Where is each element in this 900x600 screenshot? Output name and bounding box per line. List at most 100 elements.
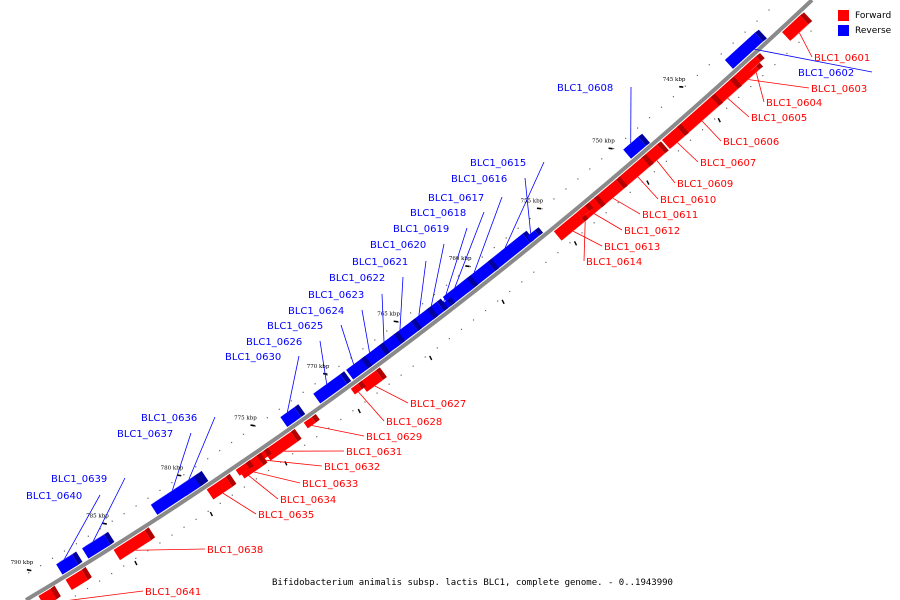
gene-label: BLC1_0617 bbox=[428, 193, 484, 204]
minor-tick bbox=[159, 542, 161, 544]
gene-label: BLC1_0631 bbox=[346, 447, 402, 458]
gene-arrow bbox=[313, 371, 352, 404]
leader-line bbox=[381, 293, 385, 342]
leader-line bbox=[637, 176, 659, 200]
minor-tick bbox=[266, 417, 268, 419]
minor-tick bbox=[768, 9, 770, 11]
leader-line bbox=[504, 161, 545, 248]
gene-arrow bbox=[744, 53, 765, 73]
leader-line bbox=[418, 260, 427, 316]
minor-tick bbox=[242, 433, 245, 435]
gene-arrow bbox=[113, 527, 156, 561]
minor-tick bbox=[135, 505, 137, 507]
gene-label: BLC1_0608 bbox=[557, 83, 613, 94]
genome-backbone bbox=[24, 0, 814, 600]
minor-tick bbox=[231, 494, 233, 496]
gene-label: BLC1_0634 bbox=[280, 495, 336, 506]
minor-tick bbox=[111, 572, 113, 575]
minor-tick bbox=[448, 338, 451, 340]
gene-arrow bbox=[676, 93, 723, 136]
minor-tick bbox=[230, 441, 233, 444]
gene-arrow bbox=[576, 202, 594, 218]
leader-line bbox=[63, 494, 101, 560]
gene-label: BLC1_0601 bbox=[814, 53, 870, 64]
major-tick: 750 kbp bbox=[592, 138, 650, 185]
minor-tick bbox=[86, 587, 89, 590]
minor-tick bbox=[400, 374, 402, 376]
leader-line bbox=[340, 324, 354, 365]
minor-tick bbox=[701, 129, 704, 131]
leader-line bbox=[361, 309, 370, 353]
leader-line bbox=[798, 32, 813, 58]
tick-label: 765 kbp bbox=[377, 312, 400, 318]
minor-tick bbox=[786, 52, 788, 55]
tick-label: 755 kbp bbox=[520, 198, 543, 204]
minor-tick bbox=[424, 356, 426, 358]
leader-line bbox=[244, 472, 279, 500]
legend-forward: Forward bbox=[838, 8, 891, 23]
leader-line bbox=[748, 79, 810, 89]
gene-label: BLC1_0630 bbox=[225, 352, 281, 363]
tick-label: 790 kbp bbox=[11, 560, 34, 566]
minor-tick bbox=[589, 168, 591, 170]
minor-tick bbox=[51, 557, 54, 559]
gene-label: BLC1_0605 bbox=[751, 113, 807, 124]
minor-tick bbox=[581, 232, 583, 234]
minor-tick bbox=[195, 466, 197, 468]
gene-label: BLC1_0628 bbox=[386, 417, 442, 428]
minor-tick bbox=[684, 85, 686, 87]
minor-tick bbox=[183, 474, 185, 476]
minor-tick bbox=[617, 201, 619, 204]
minor-tick bbox=[750, 85, 752, 88]
minor-tick bbox=[517, 227, 519, 229]
tick-label: 780 kbp bbox=[161, 465, 184, 471]
minor-tick bbox=[123, 565, 125, 567]
minor-tick bbox=[338, 365, 340, 368]
minor-tick bbox=[460, 328, 463, 330]
gene-label: BLC1_0614 bbox=[586, 257, 642, 268]
minor-tick bbox=[762, 74, 764, 77]
minor-tick bbox=[653, 171, 655, 173]
minor-tick bbox=[714, 118, 716, 120]
minor-tick bbox=[457, 275, 460, 277]
leader-line bbox=[171, 432, 192, 491]
leader-line bbox=[572, 230, 603, 247]
minor-tick bbox=[677, 150, 680, 152]
forward-swatch bbox=[838, 10, 849, 21]
leader-line bbox=[358, 391, 385, 422]
leader-line bbox=[253, 471, 301, 484]
gene-layer bbox=[38, 12, 813, 600]
gene-arrow bbox=[235, 460, 254, 476]
minor-tick bbox=[720, 53, 722, 55]
minor-tick bbox=[696, 74, 698, 77]
minor-tick bbox=[219, 502, 221, 504]
gene-label: BLC1_0641 bbox=[145, 587, 201, 598]
gene-arrow bbox=[346, 355, 373, 380]
leader-line bbox=[454, 211, 485, 288]
minor-tick bbox=[577, 178, 579, 180]
gene-label: BLC1_0613 bbox=[604, 242, 660, 253]
gene-label: BLC1_0611 bbox=[642, 210, 698, 221]
gene-label: BLC1_0607 bbox=[700, 158, 756, 169]
minor-tick bbox=[352, 410, 354, 412]
minor-tick bbox=[689, 139, 692, 141]
minor-tick bbox=[386, 330, 388, 332]
leader-line bbox=[319, 340, 328, 385]
major-tick: 755 kbp bbox=[520, 198, 578, 246]
minor-tick bbox=[412, 365, 414, 367]
minor-tick bbox=[183, 526, 185, 528]
minor-tick bbox=[364, 401, 366, 403]
minor-tick bbox=[388, 383, 390, 385]
minor-tick bbox=[75, 543, 78, 545]
minor-tick bbox=[292, 453, 294, 455]
minor-tick bbox=[207, 458, 209, 460]
minor-tick bbox=[593, 222, 595, 224]
minor-tick bbox=[732, 42, 734, 44]
tick-label: 745 kbp bbox=[663, 77, 686, 83]
tick-label: 750 kbp bbox=[592, 138, 615, 144]
minor-tick bbox=[98, 580, 101, 582]
major-tick: 785 kbp bbox=[86, 514, 138, 566]
minor-tick bbox=[147, 550, 149, 552]
minor-tick bbox=[472, 319, 475, 321]
